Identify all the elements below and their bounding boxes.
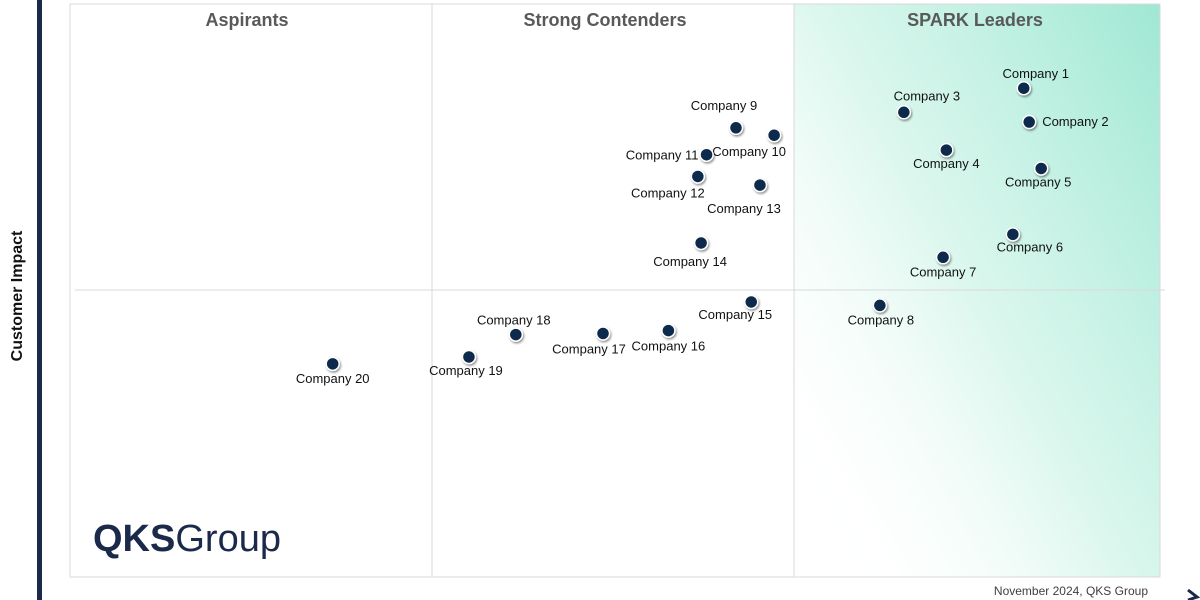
data-point-label-9: Company 9 [691, 98, 757, 113]
data-point-label-7: Company 7 [910, 264, 976, 279]
data-point-label-16: Company 16 [632, 339, 706, 354]
left-axis-bar [37, 0, 42, 600]
data-point-1 [1016, 80, 1031, 96]
footer-note: November 2024, QKS Group [993, 584, 1148, 598]
data-point-label-19: Company 19 [429, 363, 503, 378]
data-point-18 [508, 327, 524, 342]
data-point-9 [728, 120, 744, 136]
data-point-5 [1033, 161, 1049, 176]
data-point-12 [690, 169, 706, 184]
data-point-label-8: Company 8 [848, 312, 914, 327]
data-point-20 [325, 356, 340, 372]
data-point-label-6: Company 6 [997, 239, 1063, 254]
data-point-label-17: Company 17 [552, 341, 626, 356]
data-point-label-18: Company 18 [477, 313, 551, 328]
data-point-2 [1021, 114, 1037, 130]
data-point-label-15: Company 15 [698, 307, 772, 322]
data-point-17 [595, 326, 611, 341]
data-point-4 [939, 142, 954, 158]
quadrant-title-aspirants: Aspirants [205, 10, 288, 30]
data-point-3 [896, 105, 912, 120]
logo-text: Group [175, 518, 281, 560]
data-point-label-14: Company 14 [653, 254, 727, 269]
data-point-label-12: Company 12 [631, 185, 705, 200]
y-axis-title: Customer Impact [9, 230, 26, 361]
data-point-6 [1005, 227, 1021, 242]
data-point-label-5: Company 5 [1005, 174, 1071, 189]
data-point-label-11: Company 11 [626, 148, 699, 163]
data-point-8 [872, 298, 888, 313]
quadrant-title-spark-leaders: SPARK Leaders [907, 10, 1043, 30]
points-layer: Company 1 Company 2 Company 3 Company 4 Comp… [296, 66, 1109, 386]
data-point-7 [935, 250, 951, 265]
data-point-14 [693, 235, 709, 251]
data-point-label-10: Company 10 [712, 144, 786, 159]
qks-group-logo: QKSGroup [93, 518, 281, 561]
data-point-label-13: Company 13 [707, 201, 781, 216]
data-point-16 [661, 323, 676, 338]
logo-text-bold: QKS [93, 518, 176, 560]
data-point-15 [744, 294, 759, 310]
data-point-13 [752, 177, 768, 193]
quadrant-title-strong-contenders: Strong Contenders [523, 10, 686, 30]
data-point-label-1: Company 1 [1003, 66, 1069, 81]
data-point-11 [699, 147, 714, 162]
data-point-label-3: Company 3 [894, 88, 960, 103]
data-point-10 [766, 127, 782, 143]
data-point-label-2: Company 2 [1042, 114, 1108, 129]
data-point-label-4: Company 4 [913, 156, 979, 171]
data-point-19 [461, 349, 477, 365]
data-point-label-20: Company 20 [296, 371, 370, 386]
x-axis-arrow [1187, 588, 1200, 600]
